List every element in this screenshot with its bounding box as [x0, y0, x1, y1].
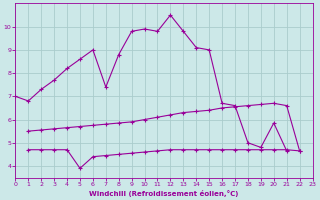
X-axis label: Windchill (Refroidissement éolien,°C): Windchill (Refroidissement éolien,°C) [89, 190, 239, 197]
